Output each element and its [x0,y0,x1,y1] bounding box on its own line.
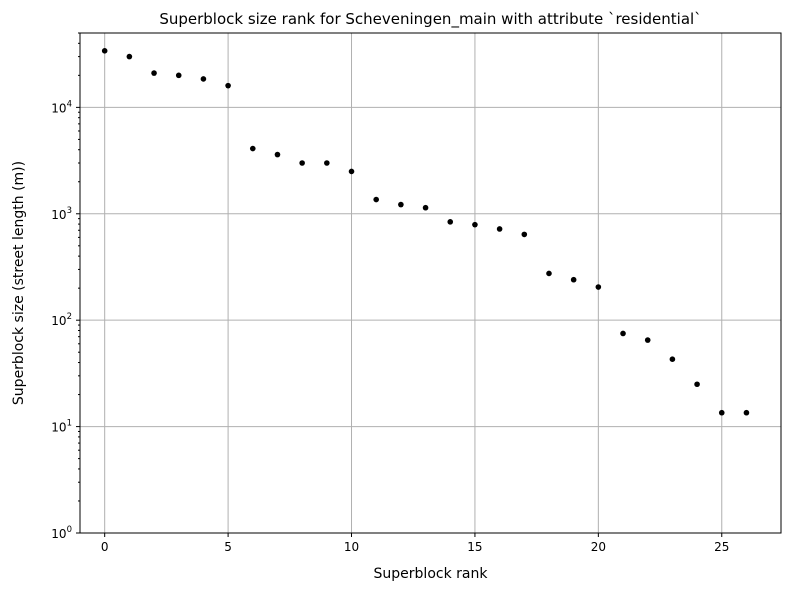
data-point [718,409,725,416]
data-point [694,381,700,388]
data-point [546,270,552,277]
data-point [398,201,404,208]
x-tick-label: 10 [344,540,359,554]
data-point [299,160,305,166]
data-point [447,219,454,225]
data-points [101,48,750,416]
y-tick-label: 103 [51,206,72,222]
data-point [644,337,651,343]
y-tick-label: 104 [51,99,72,115]
data-point [620,330,626,337]
data-point [743,409,750,416]
plot-frame [79,32,782,534]
y-tick-label: 101 [51,419,72,435]
data-point [225,82,231,89]
y-axis-label: Superblock size (street length (m)) [11,161,27,405]
data-point [348,168,355,175]
x-tick-label: 20 [591,540,606,554]
grid [80,33,781,534]
data-point [175,72,182,79]
data-point [373,196,379,203]
data-point [249,145,256,152]
x-tick-label: 0 [101,540,109,554]
data-point [669,356,676,362]
y-tick-label: 100 [51,525,72,541]
x-tick-label: 25 [714,540,729,554]
data-point [595,284,602,290]
data-point [101,48,108,54]
data-point [521,231,528,238]
chart-title: Superblock size rank for Scheveningen_ma… [159,10,701,29]
x-tick-label: 15 [467,540,482,554]
data-point [126,53,133,60]
axis-ticks: 0 5 10 15 20 25 100 101 102 103 104 [51,32,729,554]
data-point [151,70,157,76]
x-tick-label: 5 [224,540,232,554]
data-point [274,151,281,158]
x-axis-label: Superblock rank [374,566,489,582]
data-point [496,226,503,232]
data-point [324,160,330,166]
data-point [200,76,207,82]
y-tick-label: 102 [51,312,72,328]
data-point [422,204,429,211]
data-point [472,221,478,228]
data-point [570,276,577,283]
